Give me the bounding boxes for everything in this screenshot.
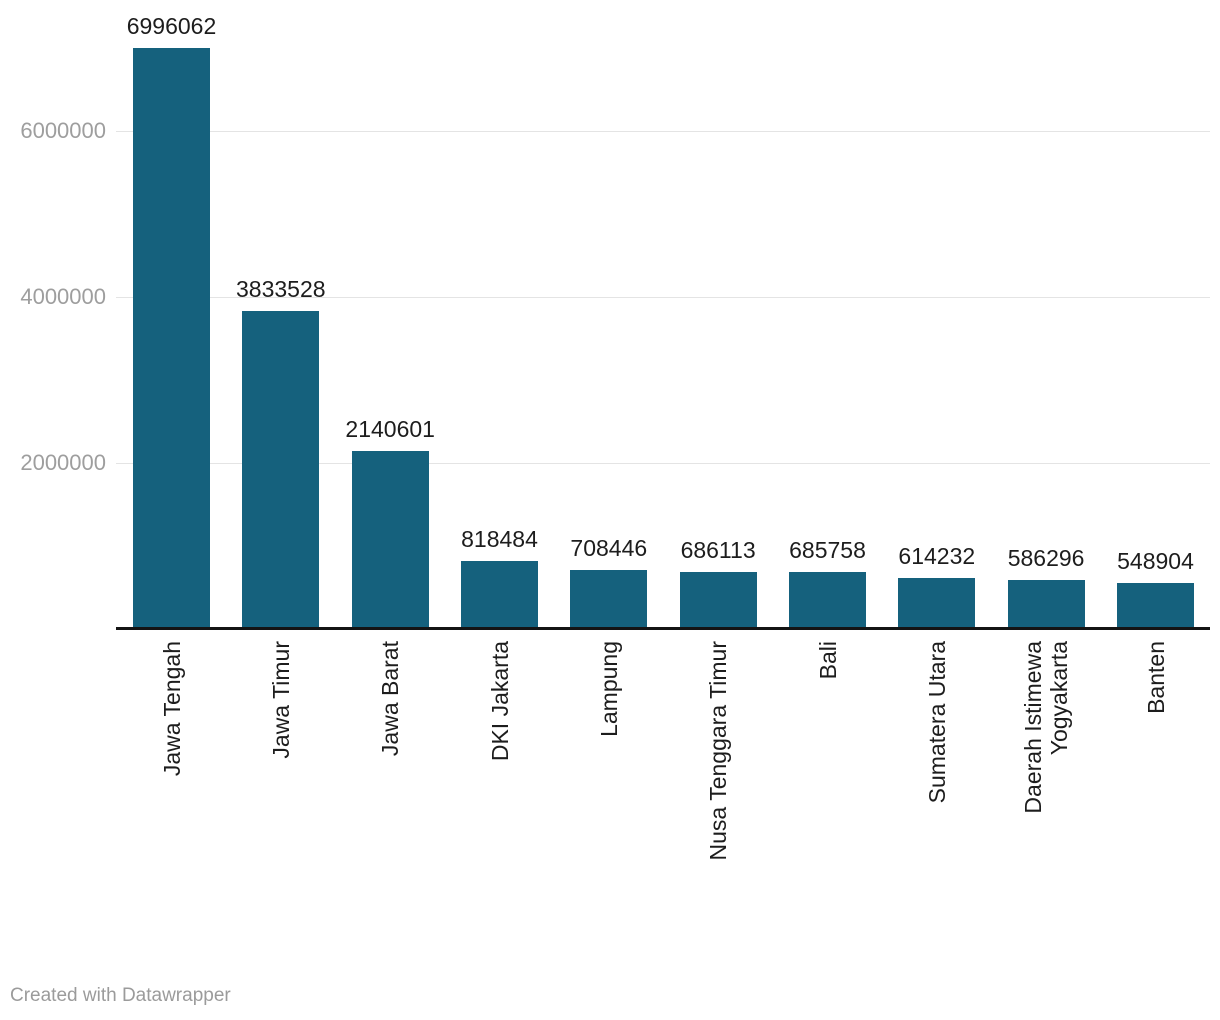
x-axis-label: DKI Jakarta bbox=[486, 641, 513, 762]
x-axis-label: Bali bbox=[814, 641, 841, 680]
y-axis-tick-label: 2000000 bbox=[20, 449, 106, 475]
datawrapper-credit: Created with Datawrapper bbox=[10, 985, 231, 1006]
bar bbox=[898, 578, 976, 629]
bar bbox=[789, 572, 866, 629]
bar-value-label: 686113 bbox=[680, 537, 756, 563]
x-axis-label: Daerah Istimewa Yogyakarta bbox=[1020, 641, 1073, 814]
x-axis-label: Jawa Timur bbox=[267, 641, 294, 759]
bar bbox=[679, 572, 757, 629]
x-axis-label: Jawa Tengah bbox=[158, 641, 185, 777]
x-axis-label: Nusa Tenggara Timur bbox=[705, 641, 732, 861]
x-axis-label: Banten bbox=[1142, 641, 1169, 714]
bar-value-label: 6996062 bbox=[126, 13, 217, 39]
bar-value-label: 708446 bbox=[570, 535, 648, 562]
bar bbox=[351, 451, 429, 629]
bar bbox=[1007, 580, 1085, 629]
x-axis-baseline bbox=[116, 627, 1210, 630]
x-axis-label: Lampung bbox=[595, 641, 622, 737]
bar-value-label: 548904 bbox=[1117, 548, 1194, 575]
bar bbox=[461, 561, 538, 629]
gridline bbox=[116, 462, 1210, 464]
bar bbox=[1117, 583, 1194, 629]
x-axis-label: Sumatera Utara bbox=[923, 641, 950, 804]
bar bbox=[242, 310, 320, 629]
bar-value-label: 685758 bbox=[789, 537, 866, 564]
gridline bbox=[116, 130, 1210, 132]
bar bbox=[133, 48, 210, 629]
bar-value-label: 586296 bbox=[1007, 545, 1085, 572]
y-axis-tick-label: 4000000 bbox=[20, 283, 106, 309]
bar-value-label: 2140601 bbox=[345, 416, 435, 443]
bar-value-label: 614232 bbox=[898, 543, 976, 569]
bar bbox=[570, 570, 648, 629]
bar-value-label: 3833528 bbox=[236, 275, 326, 302]
y-axis-tick-label: 6000000 bbox=[20, 117, 106, 143]
x-axis-label: Jawa Barat bbox=[377, 641, 404, 757]
bar-value-label: 818484 bbox=[461, 526, 538, 552]
gridline bbox=[116, 296, 1210, 298]
